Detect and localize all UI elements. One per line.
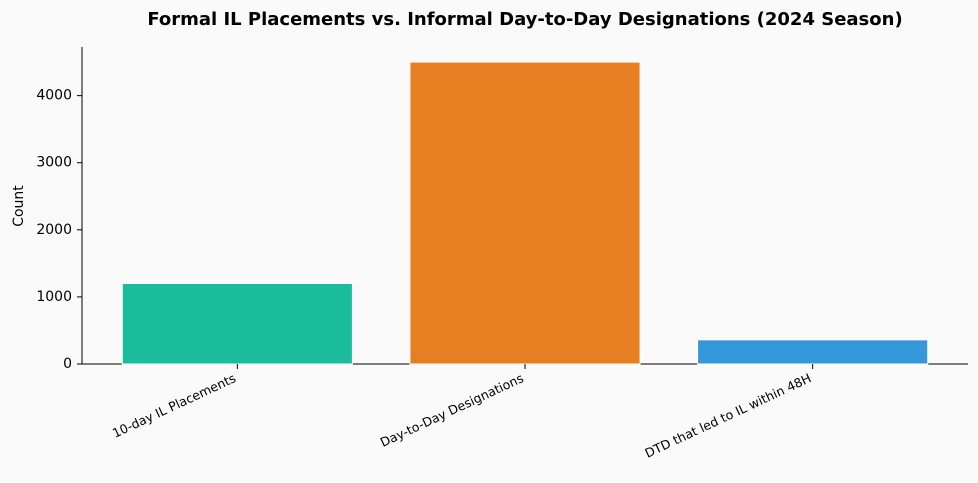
y-tick-label: 1000 [36,289,72,305]
y-tick-label: 4000 [36,88,72,104]
y-tick-label: 0 [63,356,72,372]
bar [409,61,641,365]
bar [697,339,929,365]
y-axis-label: Count [11,185,27,227]
y-tick-label: 2000 [36,222,72,238]
chart-title: Formal IL Placements vs. Informal Day-to… [147,9,902,30]
bar [121,282,353,365]
y-tick-label: 3000 [36,155,72,171]
